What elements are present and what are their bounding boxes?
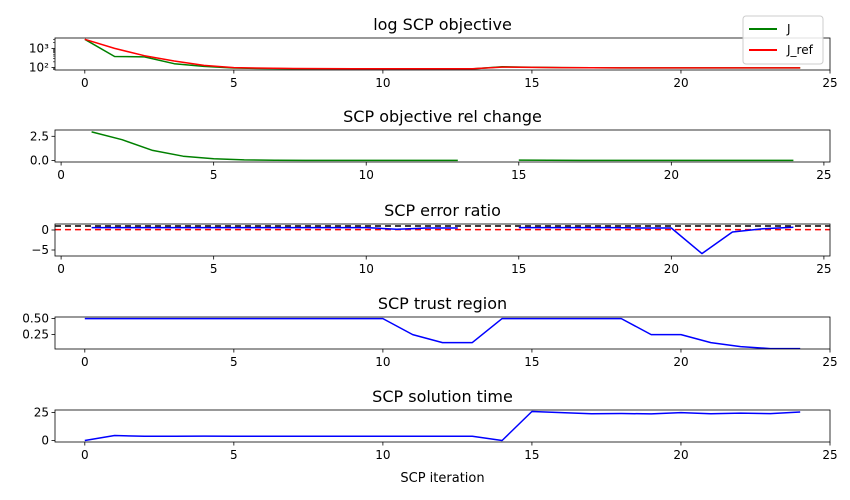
x-tick-label: 20 <box>664 262 679 276</box>
axes-frame <box>54 409 831 443</box>
subplot-3: SCP error ratio 0 5 10 15 20 25 0 −5 <box>31 201 831 276</box>
x-tick-label: 5 <box>230 355 238 369</box>
y-tick-label: 0.25 <box>22 328 49 342</box>
x-tick-label: 5 <box>210 262 218 276</box>
x-tick-label: 0 <box>81 76 89 90</box>
data-area <box>84 410 801 442</box>
subplots: log SCP objective 0 5 10 15 20 25 10³ 10² J J_ref S… <box>22 15 837 486</box>
x-tick-label: 0 <box>81 355 89 369</box>
x-tick-label: 15 <box>511 168 526 182</box>
y-tick-label: 2.5 <box>30 129 49 143</box>
series-line-1 <box>84 317 801 349</box>
subplot-title: SCP error ratio <box>384 201 501 220</box>
y-tick-label: 0.50 <box>22 312 49 326</box>
series-line-2 <box>518 226 794 255</box>
subplot-title: SCP trust region <box>378 294 507 313</box>
x-tick-label: 15 <box>511 262 526 276</box>
x-tick-label: 25 <box>822 355 837 369</box>
data-area <box>84 317 801 349</box>
y-tick-label: 0.0 <box>30 154 49 168</box>
series-line-1 <box>91 226 458 230</box>
subplot-1: log SCP objective 0 5 10 15 20 25 10³ 10² J J_ref <box>29 15 838 90</box>
subplot-4: SCP trust region 0 5 10 15 20 25 0.50 0.25 <box>22 294 837 369</box>
data-area <box>91 131 794 162</box>
x-tick-label: 10 <box>375 355 390 369</box>
x-tick-label: 25 <box>822 448 837 462</box>
x-tick-label: 25 <box>816 168 831 182</box>
axes-frame <box>54 223 831 257</box>
subplot-title: SCP solution time <box>372 387 513 406</box>
x-tick-label: 0 <box>81 448 89 462</box>
x-tick-label: 20 <box>673 355 688 369</box>
x-tick-label: 5 <box>230 76 238 90</box>
y-tick-label: −5 <box>31 243 49 257</box>
y-tick-label: 0 <box>41 223 49 237</box>
series-line-1 <box>84 410 801 442</box>
x-tick-label: 25 <box>816 262 831 276</box>
x-tick-label: 20 <box>673 76 688 90</box>
y-tick-label: 0 <box>41 434 49 448</box>
x-tick-label: 0 <box>57 168 65 182</box>
subplot-5: SCP solution time 0 5 10 15 20 25 25 0 SCP iterat… <box>34 387 838 486</box>
y-tick-label: 25 <box>34 406 49 420</box>
subplot-2: SCP objective rel change 0 5 10 15 20 25 2.5 0.0 <box>30 107 832 182</box>
x-tick-label: 10 <box>375 76 390 90</box>
subplot-title: log SCP objective <box>373 15 512 34</box>
x-tick-label: 5 <box>230 448 238 462</box>
y-tick-label: 10² <box>29 61 49 75</box>
x-tick-label: 10 <box>359 262 374 276</box>
axes-frame <box>54 316 831 350</box>
data-area <box>55 225 830 255</box>
x-tick-label: 20 <box>664 168 679 182</box>
x-tick-label: 25 <box>822 76 837 90</box>
series-line-1 <box>91 131 458 162</box>
y-tick-label: 10³ <box>29 41 49 55</box>
x-tick-label: 10 <box>375 448 390 462</box>
x-tick-label: 0 <box>57 262 65 276</box>
subplot-title: SCP objective rel change <box>343 107 542 126</box>
x-tick-label: 20 <box>673 448 688 462</box>
x-tick-label: 10 <box>359 168 374 182</box>
series-line-j-ref <box>84 38 801 70</box>
x-tick-label: 5 <box>210 168 218 182</box>
x-axis-label: SCP iteration <box>400 471 484 486</box>
x-tick-label: 15 <box>524 448 539 462</box>
legend-label: J <box>786 22 791 36</box>
data-area <box>84 38 801 70</box>
legend-label: J_ref <box>786 43 814 57</box>
axes-frame <box>54 129 831 163</box>
x-tick-label: 15 <box>524 355 539 369</box>
legend: J J_ref <box>742 15 824 65</box>
x-tick-label: 15 <box>524 76 539 90</box>
